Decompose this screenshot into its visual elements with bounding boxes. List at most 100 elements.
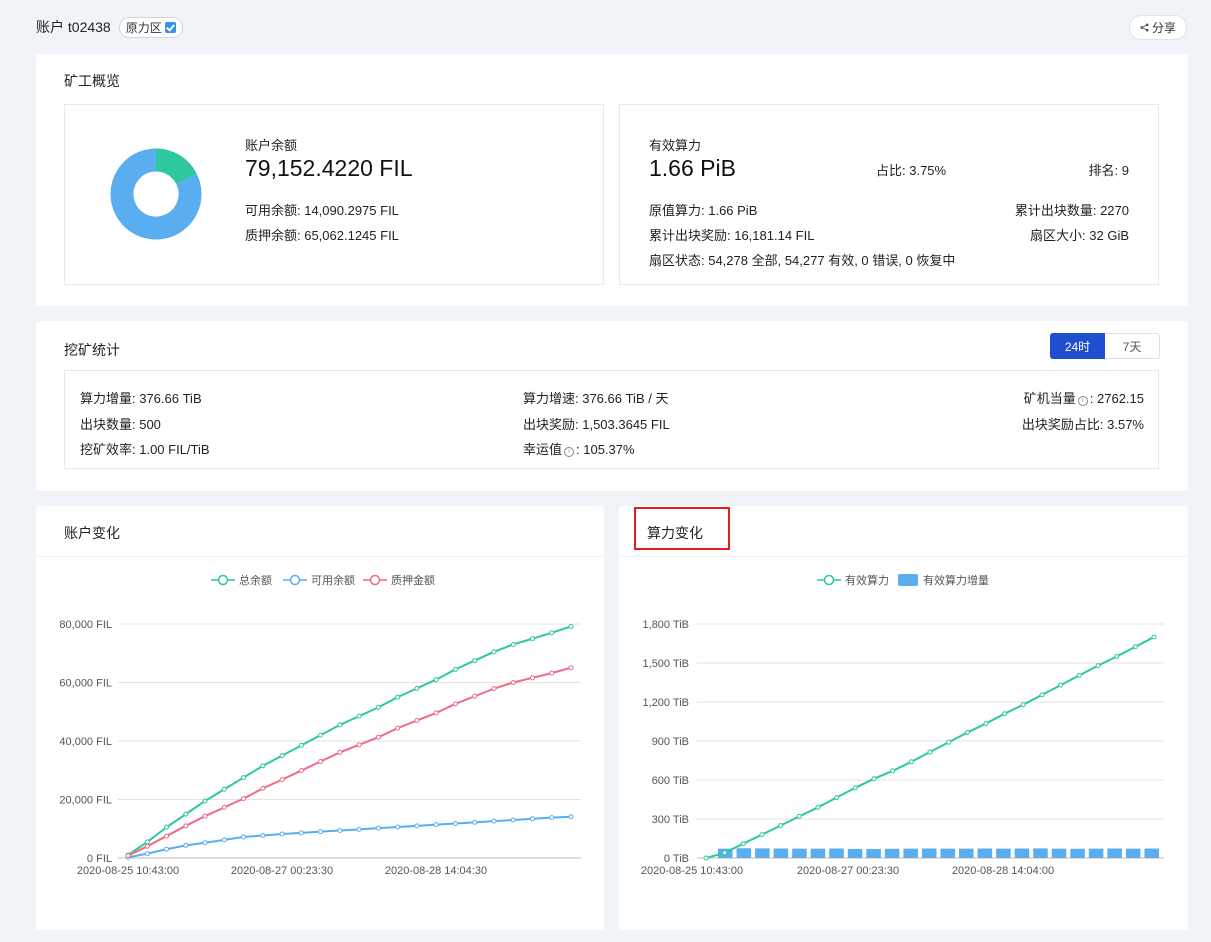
tab-24h[interactable]: 24时 [1050,333,1105,359]
data-point[interactable] [375,704,381,710]
data-point[interactable] [221,786,227,792]
data-point[interactable] [964,730,970,736]
info-icon[interactable]: i [1077,396,1088,406]
data-point[interactable] [183,823,189,829]
data-point[interactable] [337,722,343,728]
data-point[interactable] [1039,692,1045,698]
data-point[interactable] [318,758,324,764]
info-icon[interactable]: i [564,447,575,457]
data-point[interactable] [890,768,896,774]
bar[interactable] [736,848,752,858]
data-point[interactable] [491,818,497,824]
data-point[interactable] [722,850,728,856]
data-point[interactable] [815,804,821,810]
data-point[interactable] [318,732,324,738]
data-point[interactable] [1002,711,1008,717]
data-point[interactable] [452,820,458,826]
bar[interactable] [755,848,770,858]
data-point[interactable] [472,819,478,825]
data-point[interactable] [1114,654,1120,659]
data-point[interactable] [510,641,516,647]
data-point[interactable] [834,795,840,801]
data-point[interactable] [279,831,285,837]
data-point[interactable] [568,665,574,671]
data-point[interactable] [529,675,535,681]
data-point[interactable] [221,804,227,810]
data-point[interactable] [356,826,362,832]
share-button[interactable]: 分享 [1128,14,1187,40]
bar[interactable] [1107,848,1122,858]
bar[interactable] [1088,848,1104,858]
data-point[interactable] [1151,634,1157,640]
data-point[interactable] [927,749,933,755]
data-point[interactable] [183,811,189,817]
bar[interactable] [847,848,863,858]
data-point[interactable] [1095,663,1101,669]
data-point[interactable] [452,701,458,707]
legend-label[interactable]: 总余额 [239,573,272,587]
data-point[interactable] [279,777,285,783]
data-point[interactable] [375,734,381,740]
data-point[interactable] [414,718,420,724]
data-point[interactable] [510,817,516,823]
data-point[interactable] [510,680,516,685]
bar[interactable] [773,848,789,858]
data-point[interactable] [395,694,401,700]
data-point[interactable] [1076,672,1082,678]
data-point[interactable] [568,814,574,820]
data-point[interactable] [414,823,420,829]
bar[interactable] [1033,848,1048,858]
data-point[interactable] [1132,644,1138,650]
data-point[interactable] [260,832,266,838]
data-point[interactable] [778,823,784,828]
bar[interactable] [977,848,993,858]
bar[interactable] [829,848,844,858]
data-point[interactable] [433,822,439,828]
data-point[interactable] [433,677,439,683]
data-point[interactable] [375,825,381,831]
data-point[interactable] [298,768,304,774]
bar[interactable] [792,848,807,858]
data-point[interactable] [852,785,858,791]
data-point[interactable] [395,725,401,731]
legend-label[interactable]: 可用余额 [311,573,355,587]
data-point[interactable] [202,798,208,804]
data-point[interactable] [279,753,285,759]
data-point[interactable] [983,720,989,726]
bar[interactable] [1144,848,1159,858]
data-point[interactable] [759,832,765,838]
data-point[interactable] [529,816,535,822]
data-point[interactable] [298,742,304,748]
bar[interactable] [884,848,900,858]
data-point[interactable] [164,846,170,852]
bar[interactable] [1014,848,1030,858]
bar[interactable] [921,848,937,858]
data-point[interactable] [740,841,746,847]
data-point[interactable] [414,685,420,691]
bar[interactable] [1051,848,1067,858]
data-point[interactable] [164,833,170,839]
data-point[interactable] [202,840,208,846]
legend-label[interactable]: 有效算力增量 [923,573,989,587]
bar[interactable] [903,848,918,858]
zone-badge[interactable]: 原力区 [118,16,183,38]
data-point[interactable] [568,623,574,629]
legend-label[interactable]: 有效算力 [845,573,889,587]
data-point[interactable] [549,815,555,821]
data-point[interactable] [491,649,497,655]
data-point[interactable] [241,775,247,781]
bar[interactable] [866,849,881,858]
bar[interactable] [1070,848,1085,858]
data-point[interactable] [472,658,478,664]
data-point[interactable] [452,666,458,672]
data-point[interactable] [260,763,266,769]
data-point[interactable] [144,851,150,857]
data-point[interactable] [549,670,555,676]
data-point[interactable] [144,839,150,845]
data-point[interactable] [144,843,150,849]
data-point[interactable] [871,776,877,782]
data-point[interactable] [529,636,535,642]
data-point[interactable] [433,710,439,716]
data-point[interactable] [241,834,247,840]
bar[interactable] [940,848,956,858]
